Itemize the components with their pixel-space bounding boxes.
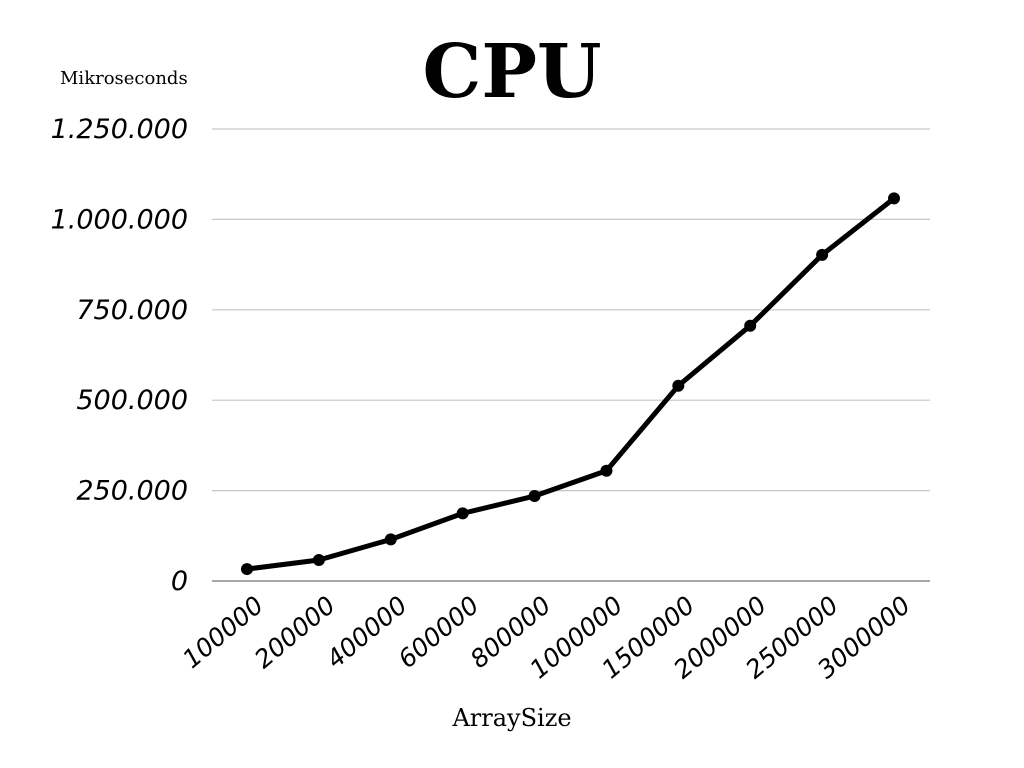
y-tick-label: 500.000 (76, 385, 188, 416)
y-axis-label: Mikroseconds (60, 68, 188, 89)
series-line-group (244, 195, 897, 572)
data-points (241, 192, 900, 576)
data-point (528, 490, 541, 503)
data-point (600, 464, 613, 477)
y-tick-label: 0 (171, 566, 188, 597)
y-tick-label: 1.000.000 (51, 204, 188, 235)
x-tick-label: 200000 (249, 590, 341, 674)
data-point (672, 379, 685, 392)
data-point (744, 319, 757, 332)
chart-title: CPU (422, 29, 601, 115)
x-tick-label: 100000 (177, 590, 269, 674)
series-line (244, 195, 897, 572)
x-axis-label: ArraySize (451, 704, 571, 732)
data-point (384, 533, 397, 546)
data-point (456, 507, 469, 520)
data-point (816, 248, 829, 261)
x-tick-label: 600000 (393, 590, 485, 674)
gridlines (212, 128, 930, 492)
data-point (888, 192, 900, 205)
data-point (312, 554, 325, 567)
x-tick-labels: 1000002000004000006000008000001000000150… (177, 590, 916, 684)
y-tick-label: 250.000 (76, 476, 188, 507)
y-tick-label: 1.250.000 (51, 114, 188, 145)
x-tick-label: 400000 (321, 590, 413, 674)
y-tick-label: 750.000 (76, 295, 188, 326)
y-tick-labels: 0 250.000 500.000 750.000 1.000.000 1.250.000 (51, 114, 188, 597)
data-point (241, 563, 253, 576)
